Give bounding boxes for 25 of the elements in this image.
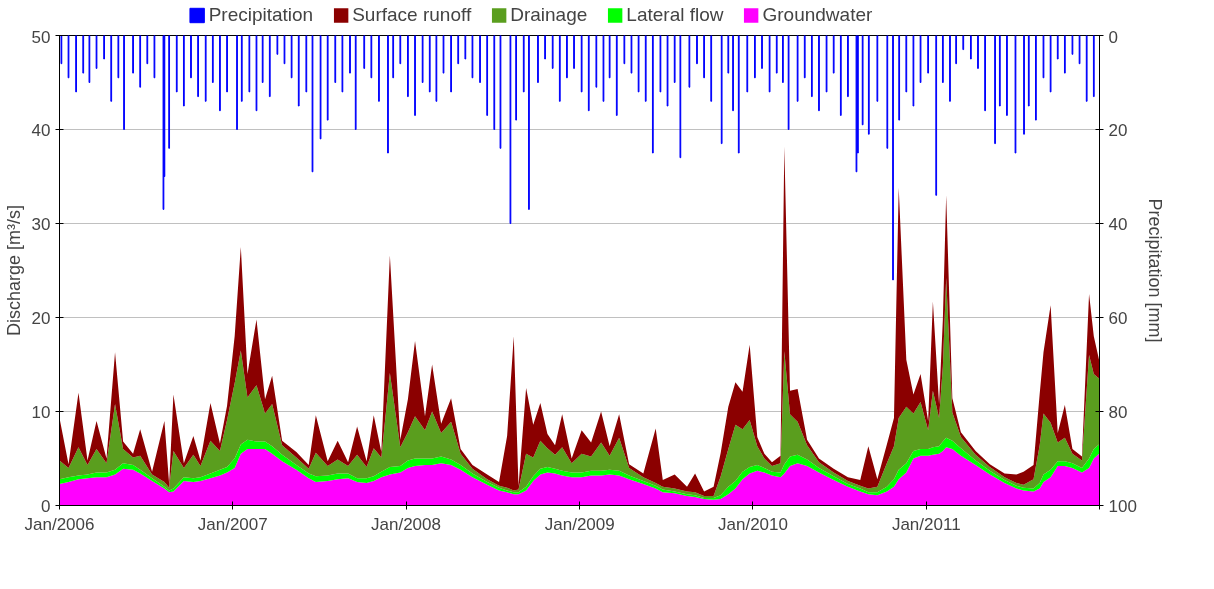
x-tick-label: Jan/2007	[197, 514, 268, 534]
legend-label: Surface runoff	[352, 4, 472, 26]
x-tick-label: Jan/2011	[891, 514, 961, 534]
x-tick-label: Jan/2010	[718, 514, 788, 534]
legend-label: Precipitation	[208, 4, 314, 26]
legend-label: Drainage	[510, 4, 588, 26]
y-tick-label: 40	[31, 120, 51, 140]
x-tick-label: Jan/2006	[24, 514, 95, 534]
y2-tick-label: 20	[1108, 120, 1128, 140]
y-tick-label: 10	[31, 402, 51, 422]
y2-tick-label: 100	[1108, 496, 1137, 516]
y-tick-label: 30	[31, 214, 51, 234]
y2-tick-label: 80	[1108, 402, 1128, 422]
y2-tick-label: 40	[1108, 214, 1128, 234]
y2-tick-label: 60	[1108, 308, 1128, 328]
y2-tick-label: 0	[1108, 27, 1118, 47]
y-tick-label: 50	[31, 27, 51, 47]
x-tick-label: Jan/2008	[371, 514, 441, 534]
y2-axis-title: Precipitation [mm]	[1144, 198, 1165, 343]
legend-label: Groundwater	[762, 4, 873, 26]
y-axis-title: Discharge [m³/s]	[3, 204, 24, 337]
legend-label: Lateral flow	[626, 4, 724, 26]
x-tick-label: Jan/2009	[544, 514, 615, 534]
y-tick-label: 20	[31, 308, 51, 328]
y-tick-label: 0	[41, 496, 51, 516]
